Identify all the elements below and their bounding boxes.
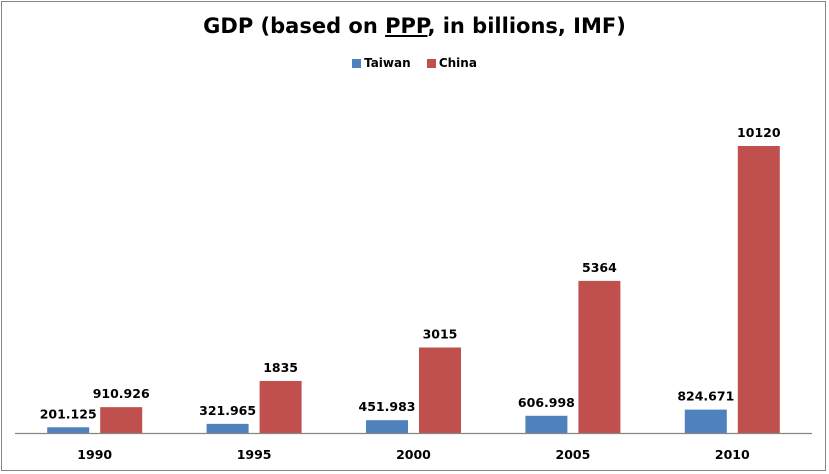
data-label-china-2005: 5364 bbox=[582, 260, 617, 275]
legend-swatch-china bbox=[426, 58, 436, 68]
title-link-ppp[interactable]: PPP bbox=[385, 14, 428, 38]
data-label-china-1995: 1835 bbox=[263, 360, 298, 375]
bar-china-1990 bbox=[100, 407, 143, 433]
x-tick-label-1995: 1995 bbox=[237, 447, 272, 462]
chart-title: GDP (based on PPP, in billions, IMF) bbox=[0, 14, 829, 38]
legend-item-china: China bbox=[426, 56, 477, 70]
x-tick-label-1990: 1990 bbox=[77, 447, 112, 462]
title-text-end: , in billions, IMF) bbox=[427, 14, 626, 38]
bar-china-2005 bbox=[578, 280, 621, 433]
legend-swatch-taiwan bbox=[352, 58, 362, 68]
x-tick-label-2010: 2010 bbox=[715, 447, 750, 462]
data-label-china-1990: 910.926 bbox=[93, 386, 150, 401]
data-label-taiwan-2005: 606.998 bbox=[518, 395, 575, 410]
bar-china-2010 bbox=[737, 146, 780, 433]
legend: Taiwan China bbox=[0, 56, 829, 71]
bar-taiwan-1990 bbox=[47, 427, 90, 433]
data-label-taiwan-1995: 321.965 bbox=[199, 403, 256, 418]
title-text: GDP (based on bbox=[203, 14, 386, 38]
x-tick-label-2000: 2000 bbox=[396, 447, 431, 462]
bar-china-2000 bbox=[419, 347, 461, 433]
data-label-china-2000: 3015 bbox=[423, 326, 458, 341]
bar-taiwan-1995 bbox=[206, 423, 249, 433]
data-label-taiwan-2000: 451.983 bbox=[359, 399, 416, 414]
legend-label-china: China bbox=[438, 56, 477, 70]
bar-taiwan-2010 bbox=[684, 409, 727, 433]
bar-china-1995 bbox=[259, 380, 302, 433]
x-tick-label-2005: 2005 bbox=[556, 447, 591, 462]
data-label-taiwan-1990: 201.125 bbox=[40, 406, 97, 421]
legend-label-taiwan: Taiwan bbox=[364, 56, 411, 70]
bar-taiwan-2005 bbox=[525, 415, 568, 433]
data-label-china-2010: 10120 bbox=[737, 125, 781, 140]
bar-taiwan-2000 bbox=[366, 420, 408, 433]
data-label-taiwan-2010: 824.671 bbox=[677, 389, 734, 404]
legend-item-taiwan: Taiwan bbox=[352, 56, 411, 70]
